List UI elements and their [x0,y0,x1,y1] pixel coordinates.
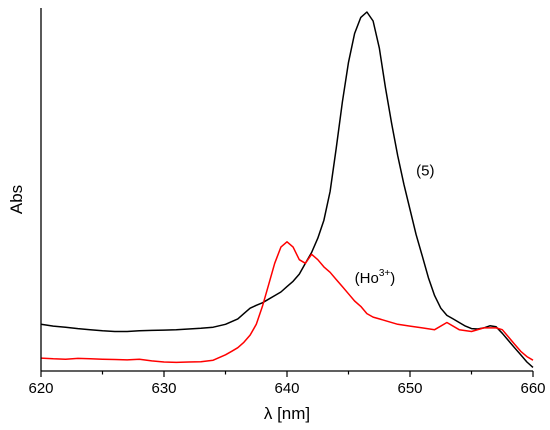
x-tick-label-650: 650 [397,380,422,397]
series-line-0 [40,11,534,368]
x-axis-title: λ [nm] [264,404,310,423]
x-tick-label-630: 630 [151,380,176,397]
annotation-label-5: (5) [416,162,434,179]
x-tick-label-640: 640 [274,380,299,397]
annotations: (5) (Ho3+) [355,162,435,287]
annotation-label-ho: (Ho3+) [355,268,396,287]
series-layer [40,11,534,368]
series-line-1 [40,241,534,364]
x-ticks: 620 630 640 650 660 [28,371,546,397]
y-axis-title: Abs [7,185,26,214]
x-tick-label-620: 620 [28,380,53,397]
x-tick-label-660: 660 [520,380,545,397]
